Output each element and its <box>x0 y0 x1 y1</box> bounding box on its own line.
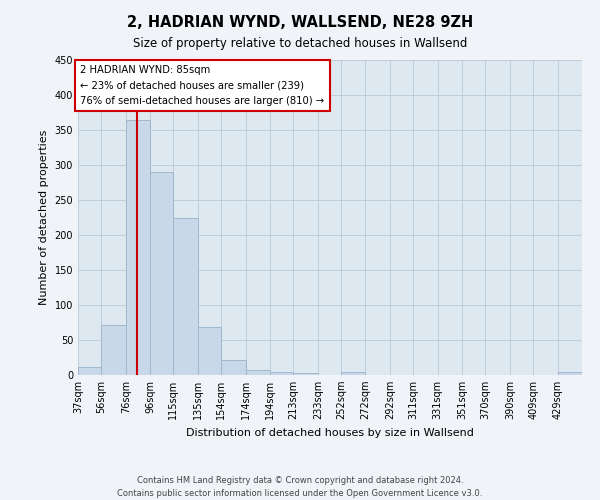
Text: Size of property relative to detached houses in Wallsend: Size of property relative to detached ho… <box>133 38 467 51</box>
Y-axis label: Number of detached properties: Number of detached properties <box>39 130 49 305</box>
Bar <box>270 372 293 375</box>
Bar <box>78 366 101 375</box>
Bar <box>221 360 245 375</box>
Bar <box>173 218 198 375</box>
Bar <box>341 372 365 375</box>
Bar <box>557 372 582 375</box>
X-axis label: Distribution of detached houses by size in Wallsend: Distribution of detached houses by size … <box>186 428 474 438</box>
Text: 2, HADRIAN WYND, WALLSEND, NE28 9ZH: 2, HADRIAN WYND, WALLSEND, NE28 9ZH <box>127 15 473 30</box>
Bar <box>126 120 150 375</box>
Text: 2 HADRIAN WYND: 85sqm
← 23% of detached houses are smaller (239)
76% of semi-det: 2 HADRIAN WYND: 85sqm ← 23% of detached … <box>80 65 325 106</box>
Bar <box>245 370 270 375</box>
Bar <box>293 373 318 375</box>
Bar <box>150 172 173 375</box>
Bar <box>101 324 126 375</box>
Bar <box>198 328 221 375</box>
Text: Contains HM Land Registry data © Crown copyright and database right 2024.
Contai: Contains HM Land Registry data © Crown c… <box>118 476 482 498</box>
